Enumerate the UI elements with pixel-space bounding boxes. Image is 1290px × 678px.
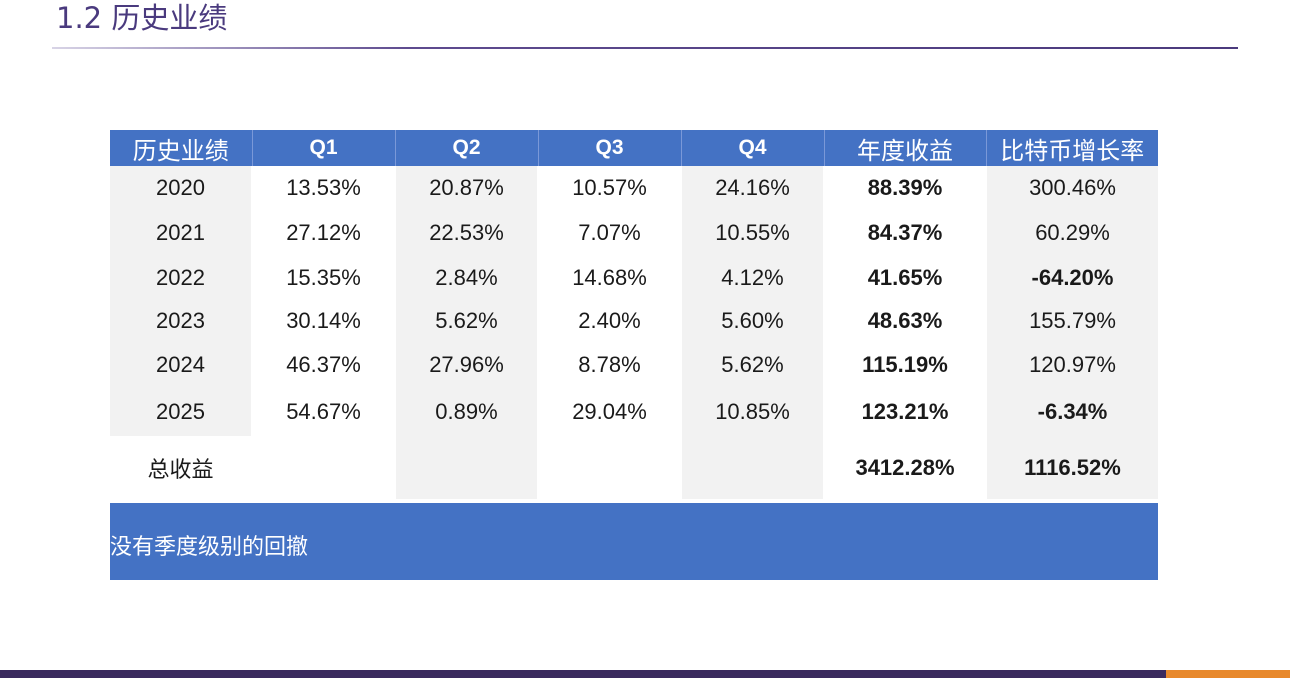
cell-btc: -64.20% [986, 256, 1158, 300]
cell-year: 2020 [110, 166, 253, 210]
cell-btc: 120.97% [986, 342, 1158, 388]
footer-accent [1166, 670, 1290, 678]
cell-annual: 84.37% [824, 210, 987, 256]
cell-q3: 29.04% [538, 388, 682, 436]
cell-year: 2021 [110, 210, 253, 256]
cell-year: 2023 [110, 300, 253, 342]
cell-annual: 123.21% [824, 388, 987, 436]
cell-q3: 7.07% [538, 210, 682, 256]
header-period: 历史业绩 [110, 130, 253, 166]
cell-q2: 20.87% [395, 166, 539, 210]
cell-q3: 8.78% [538, 342, 682, 388]
cell-year: 2022 [110, 256, 253, 300]
header-q2: Q2 [395, 130, 539, 166]
header-q4: Q4 [681, 130, 825, 166]
header-annual-return: 年度收益 [824, 130, 987, 166]
table-row: 2022 15.35% 2.84% 14.68% 4.12% 41.65% -64.20% [110, 256, 1158, 300]
cell-btc: 300.46% [986, 166, 1158, 210]
table-row: 2020 13.53% 20.87% 10.57% 24.16% 88.39% 300.46… [110, 166, 1158, 210]
total-q4-empty [681, 436, 825, 499]
cell-year: 2024 [110, 342, 253, 388]
cell-q4: 24.16% [681, 166, 825, 210]
cell-annual: 88.39% [824, 166, 987, 210]
cell-btc: 60.29% [986, 210, 1158, 256]
table-row: 2021 27.12% 22.53% 7.07% 10.55% 84.37% 60.29% [110, 210, 1158, 256]
table-row: 2025 54.67% 0.89% 29.04% 10.85% 123.21% -6.34% [110, 388, 1158, 436]
cell-q2: 5.62% [395, 300, 539, 342]
header-q3: Q3 [538, 130, 682, 166]
table-row: 2024 46.37% 27.96% 8.78% 5.62% 115.19% 120.97% [110, 342, 1158, 388]
total-label: 总收益 [110, 436, 253, 499]
cell-q1: 13.53% [252, 166, 396, 210]
cell-q4: 4.12% [681, 256, 825, 300]
cell-q4: 10.55% [681, 210, 825, 256]
cell-q3: 14.68% [538, 256, 682, 300]
total-q1-empty [252, 436, 396, 499]
total-q3-empty [538, 436, 682, 499]
total-btc: 1116.52% [986, 436, 1158, 499]
cell-q4: 5.60% [681, 300, 825, 342]
cell-btc: -6.34% [986, 388, 1158, 436]
cell-q1: 54.67% [252, 388, 396, 436]
cell-annual: 41.65% [824, 256, 987, 300]
slide-title: 1.2 历史业绩 [56, 1, 228, 35]
total-q2-empty [395, 436, 539, 499]
cell-btc: 155.79% [986, 300, 1158, 342]
cell-q2: 2.84% [395, 256, 539, 300]
cell-q2: 22.53% [395, 210, 539, 256]
note-banner: 没有季度级别的回撤 [110, 503, 1158, 580]
title-divider [52, 47, 1238, 49]
cell-q4: 5.62% [681, 342, 825, 388]
cell-q2: 0.89% [395, 388, 539, 436]
table-header-row: 历史业绩 Q1 Q2 Q3 Q4 年度收益 比特币增长率 [110, 130, 1158, 166]
header-q1: Q1 [252, 130, 396, 166]
footer-bar [0, 670, 1166, 678]
cell-q3: 2.40% [538, 300, 682, 342]
table-row: 2023 30.14% 5.62% 2.40% 5.60% 48.63% 155.79% [110, 300, 1158, 342]
header-btc-growth: 比特币增长率 [986, 130, 1158, 166]
cell-q3: 10.57% [538, 166, 682, 210]
cell-q1: 46.37% [252, 342, 396, 388]
cell-annual: 48.63% [824, 300, 987, 342]
note-text: 没有季度级别的回撤 [110, 535, 309, 560]
cell-annual: 115.19% [824, 342, 987, 388]
cell-q1: 30.14% [252, 300, 396, 342]
cell-q4: 10.85% [681, 388, 825, 436]
cell-year: 2025 [110, 388, 253, 436]
total-annual: 3412.28% [824, 436, 987, 499]
table-total-row: 总收益 3412.28% 1116.52% [110, 436, 1158, 499]
cell-q1: 15.35% [252, 256, 396, 300]
cell-q2: 27.96% [395, 342, 539, 388]
cell-q1: 27.12% [252, 210, 396, 256]
performance-table: 历史业绩 Q1 Q2 Q3 Q4 年度收益 比特币增长率 2020 13.53% 2… [110, 130, 1158, 499]
